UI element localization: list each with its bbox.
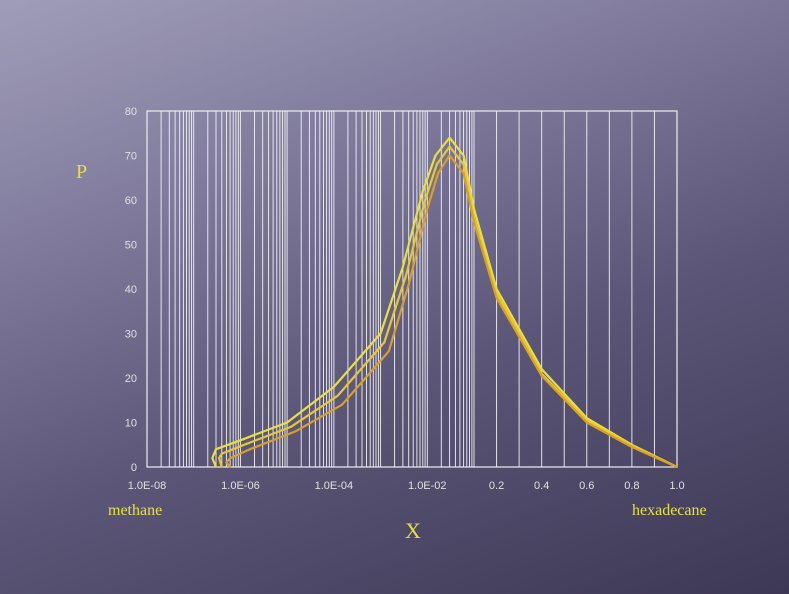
y-axis-ticks: 0 10 20 30 40 50 60 70 80 — [125, 106, 137, 474]
y-tick-label: 0 — [131, 462, 137, 474]
series-0-point — [434, 154, 437, 157]
series-1-point — [243, 443, 246, 446]
series-0-point — [215, 466, 217, 468]
series-2-point — [249, 448, 251, 451]
x-left-component-label: methane — [108, 502, 162, 519]
series-0-point — [239, 439, 242, 442]
series-2-point — [229, 457, 232, 459]
y-tick-label: 70 — [125, 151, 137, 163]
series-0-point — [462, 154, 465, 157]
series-0-point — [333, 386, 335, 388]
y-tick-label: 40 — [125, 284, 137, 296]
y-tick-label: 20 — [125, 373, 137, 385]
y-tick-label: 10 — [125, 418, 137, 430]
x-right-component-label: hexadecane — [632, 502, 707, 519]
x-tick-label: 0.8 — [624, 480, 639, 492]
series-2-point — [387, 350, 390, 353]
series-2-point — [540, 374, 543, 377]
series-1-point — [220, 466, 223, 468]
series-2-point — [495, 297, 498, 299]
series-2-point — [407, 283, 410, 286]
series-line-0 — [211, 136, 678, 468]
series-2-point — [294, 430, 297, 433]
x-tick-label: 1.0E-04 — [315, 480, 354, 492]
series-0-point — [421, 190, 424, 193]
series-1-point — [462, 163, 465, 166]
series-1-point — [383, 341, 386, 344]
series-line-1 — [218, 145, 678, 468]
y-axis-label: P — [76, 161, 87, 183]
y-tick-label: 50 — [125, 240, 137, 252]
x-tick-label: 0.4 — [534, 480, 549, 492]
series-0-point — [379, 332, 382, 335]
series-0-point — [286, 421, 288, 424]
series-0-point — [448, 136, 451, 139]
series-1-point — [336, 394, 339, 397]
x-tick-label: 1.0E-08 — [128, 480, 167, 492]
series-line-2 — [225, 154, 678, 469]
series-1-point — [424, 199, 426, 201]
series-0-point — [540, 368, 543, 370]
series-2-point — [426, 208, 429, 210]
x-tick-label: 0.2 — [489, 480, 504, 492]
series-1-point — [405, 274, 407, 277]
series-0-point — [215, 448, 217, 451]
series-2-point — [631, 446, 633, 448]
series-2-point — [473, 221, 475, 224]
y-tick-label: 30 — [125, 329, 137, 341]
series-1-point — [435, 163, 438, 166]
x-tick-label: 0.6 — [579, 480, 594, 492]
series-2-point — [676, 466, 678, 468]
series-1-point — [448, 145, 451, 148]
y-tick-label: 60 — [125, 195, 137, 207]
series-2-point — [225, 461, 228, 464]
series-1-point — [218, 457, 221, 459]
grid — [160, 111, 655, 467]
series-2-point — [448, 154, 451, 157]
x-axis-ticks: 1.0E-08 1.0E-06 1.0E-04 1.0E-02 0.2 0.4 0.6 0.8… — [128, 480, 685, 492]
x-axis-label: X — [405, 518, 421, 543]
series-2-point — [229, 466, 232, 468]
series-0-point — [211, 457, 214, 459]
x-tick-label: 1.0 — [669, 480, 684, 492]
series-1-point — [220, 452, 223, 455]
series-2-point — [585, 421, 588, 424]
y-tick-label: 80 — [125, 106, 137, 118]
series-1-point — [289, 426, 292, 428]
plot-frame — [146, 110, 678, 468]
x-tick-label: 1.0E-06 — [221, 480, 260, 492]
series-group — [211, 136, 678, 469]
series-0-point — [473, 208, 475, 210]
series-0-point — [402, 265, 404, 268]
series-2-point — [437, 172, 439, 175]
series-2-point — [341, 403, 343, 406]
x-tick-label: 1.0E-02 — [408, 480, 447, 492]
series-2-point — [462, 172, 465, 175]
